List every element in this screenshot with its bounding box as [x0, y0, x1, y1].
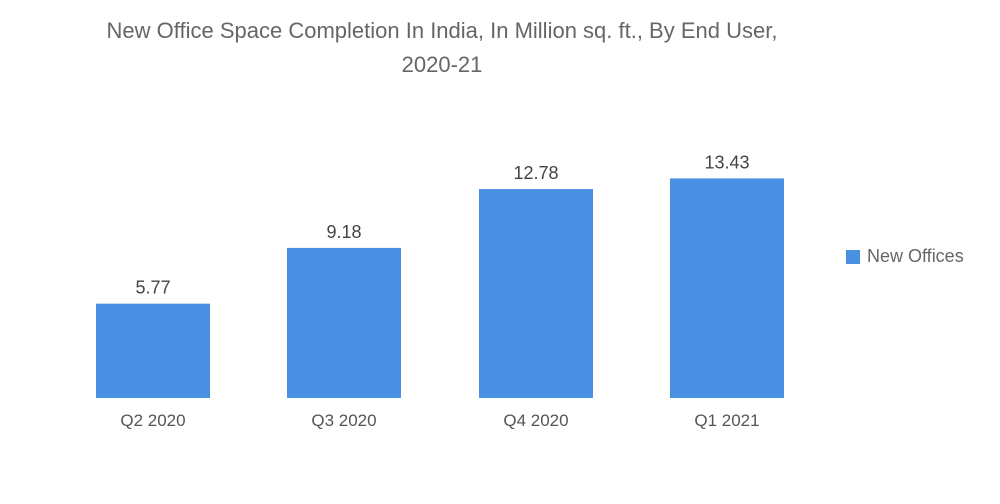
data-label: 5.77: [135, 278, 170, 298]
bar-q4-2020: [479, 189, 593, 398]
bar-q1-2021: [670, 178, 784, 398]
data-label: 12.78: [513, 163, 558, 183]
bar-q3-2020: [287, 247, 401, 398]
bar-q2-2020: [96, 303, 210, 398]
x-tick-label: Q3 2020: [311, 411, 376, 430]
legend-label: New Offices: [867, 246, 964, 266]
x-tick-label: Q2 2020: [120, 411, 185, 430]
chart-title-line-2: 2020-21: [401, 52, 483, 77]
x-tick-label: Q4 2020: [503, 411, 568, 430]
legend: New Offices: [846, 246, 964, 267]
data-label: 13.43: [704, 152, 749, 172]
legend-swatch: [846, 249, 860, 264]
chart-title-line-1: New Office Space Completion In India, In…: [106, 18, 778, 43]
chart-title: New Office Space Completion In India, In…: [0, 14, 884, 82]
x-tick-label: Q1 2021: [694, 411, 759, 430]
data-label: 9.18: [326, 222, 361, 242]
